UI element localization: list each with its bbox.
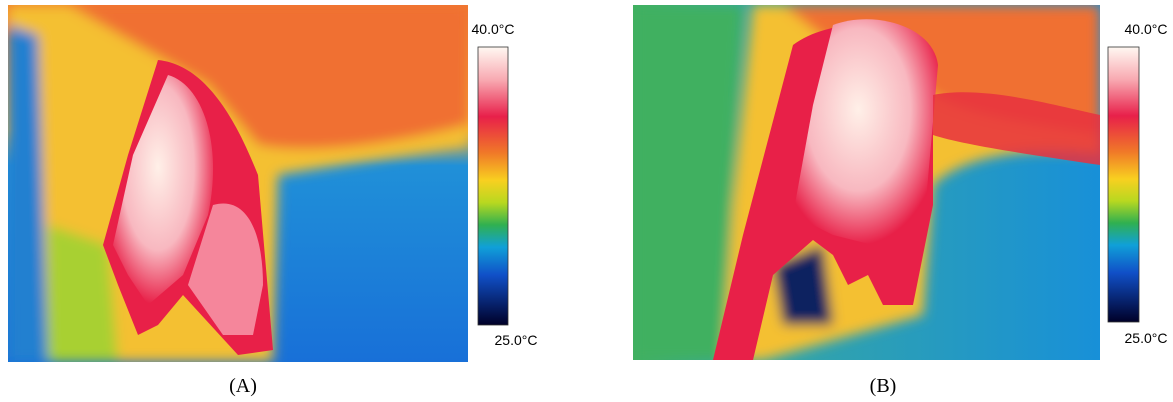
panel-label: (B) (870, 375, 897, 397)
scale-min: 25.0°C (1125, 330, 1168, 346)
thermal-image-a (8, 5, 468, 362)
image-frame (633, 5, 1100, 360)
scale-min: 25.0°C (495, 332, 538, 348)
color-scale (1107, 46, 1140, 323)
scale-max: 40.0°C (472, 21, 515, 37)
image-frame (8, 5, 468, 362)
color-scale (477, 46, 509, 326)
thermal-image-b (633, 5, 1100, 360)
scale-max: 40.0°C (1125, 21, 1168, 37)
panel-label: (A) (229, 375, 257, 397)
